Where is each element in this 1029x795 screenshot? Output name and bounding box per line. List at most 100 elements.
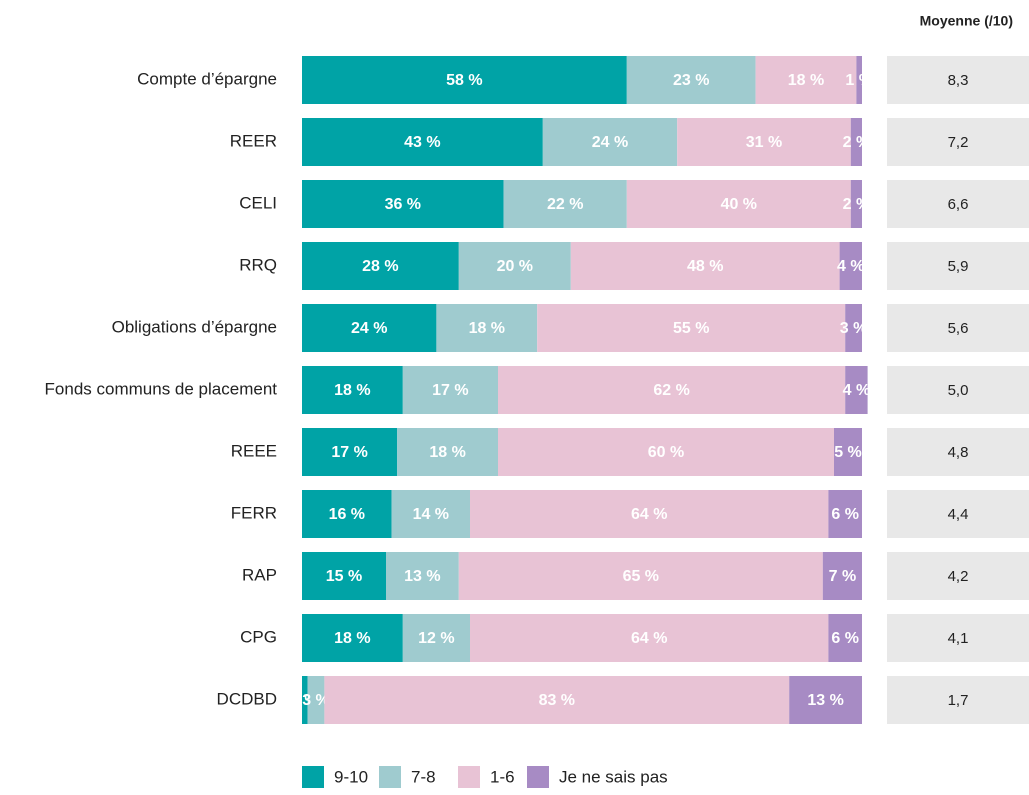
average-cell — [887, 428, 1029, 476]
bar-segment — [458, 552, 823, 600]
value-label: 5 % — [834, 444, 862, 461]
value-label: 40 % — [721, 196, 757, 213]
category-label: RRQ — [239, 255, 277, 274]
bar-segment — [302, 366, 403, 414]
bar-segment — [402, 614, 470, 662]
bar-segment — [436, 304, 538, 352]
bar-segment — [302, 180, 504, 228]
bar-segment — [391, 490, 470, 538]
bar-segment — [302, 304, 437, 352]
average-value: 5,9 — [948, 258, 969, 275]
value-label: 18 % — [334, 630, 370, 647]
bar-segment — [458, 242, 571, 290]
legend-label: 7-8 — [411, 767, 436, 786]
value-label: 17 % — [331, 444, 367, 461]
legend-swatch — [302, 766, 324, 788]
average-cell — [887, 180, 1029, 228]
average-cell — [887, 366, 1029, 414]
value-label: 6 % — [831, 506, 859, 523]
value-label: 15 % — [326, 568, 362, 585]
average-value: 6,6 — [948, 196, 969, 213]
bar-segment — [302, 676, 308, 724]
bar-segment — [834, 428, 862, 476]
value-label: 3 % — [302, 692, 330, 709]
average-value: 5,0 — [948, 382, 969, 399]
bar-segment — [386, 552, 459, 600]
bar-segment — [789, 676, 862, 724]
value-label: 18 % — [788, 72, 824, 89]
legend-label: 1-6 — [490, 767, 515, 786]
value-label: 64 % — [631, 506, 667, 523]
value-label: 36 % — [385, 196, 421, 213]
value-label: 24 % — [351, 320, 387, 337]
bar-segment — [302, 614, 403, 662]
value-label: 18 % — [334, 382, 370, 399]
category-label: DCDBD — [217, 689, 277, 708]
value-label: 13 % — [404, 568, 440, 585]
value-label: 20 % — [497, 258, 533, 275]
bar-segment — [503, 180, 627, 228]
category-label: CELI — [239, 193, 277, 212]
average-value: 4,2 — [948, 568, 969, 585]
value-label: 17 % — [432, 382, 468, 399]
category-label: REEE — [231, 441, 277, 460]
average-cell — [887, 552, 1029, 600]
value-label: 13 % — [807, 692, 843, 709]
value-label: 62 % — [653, 382, 689, 399]
legend-swatch — [379, 766, 401, 788]
bar-segment — [302, 552, 386, 600]
value-label: 65 % — [623, 568, 659, 585]
value-label: 31 % — [746, 134, 782, 151]
value-label: 24 % — [592, 134, 628, 151]
average-cell — [887, 118, 1029, 166]
category-label: RAP — [242, 565, 277, 584]
value-label: 14 % — [413, 506, 449, 523]
value-label: 64 % — [631, 630, 667, 647]
value-label: 16 % — [329, 506, 365, 523]
value-label: 28 % — [362, 258, 398, 275]
bar-segment — [856, 56, 862, 104]
value-label: 1 % — [845, 72, 873, 89]
value-label: 22 % — [547, 196, 583, 213]
value-label: 6 % — [831, 630, 859, 647]
bar-segment — [302, 56, 627, 104]
average-cell — [887, 56, 1029, 104]
bar-segment — [302, 118, 543, 166]
average-header: Moyenne (/10) — [920, 13, 1013, 29]
value-label: 55 % — [673, 320, 709, 337]
bar-segment — [626, 180, 851, 228]
category-label: CPG — [240, 627, 277, 646]
bar-segment — [850, 180, 862, 228]
bar-segment — [850, 118, 862, 166]
value-label: 12 % — [418, 630, 454, 647]
bar-segment — [822, 552, 862, 600]
value-label: 2 % — [843, 134, 871, 151]
category-label: Fonds communs de placement — [45, 379, 278, 398]
value-label: 7 % — [829, 568, 857, 585]
value-label: 60 % — [648, 444, 684, 461]
value-label: 4 % — [843, 382, 871, 399]
average-value: 4,1 — [948, 630, 969, 647]
average-cell — [887, 304, 1029, 352]
value-label: 4 % — [837, 258, 865, 275]
bar-segment — [845, 304, 862, 352]
bar-segment — [537, 304, 846, 352]
value-label: 3 % — [840, 320, 868, 337]
bar-segment — [677, 118, 851, 166]
bar-segment — [542, 118, 678, 166]
average-cell — [887, 676, 1029, 724]
category-label: REER — [230, 131, 277, 150]
average-cell — [887, 614, 1029, 662]
category-label: Compte d’épargne — [137, 69, 277, 88]
bar-segment — [470, 490, 829, 538]
bar-segment — [302, 428, 398, 476]
value-label: 43 % — [404, 134, 440, 151]
bar-segment — [498, 366, 846, 414]
value-label: 83 % — [539, 692, 575, 709]
value-label: 18 % — [469, 320, 505, 337]
bar-segment — [302, 242, 459, 290]
legend-label: 9-10 — [334, 767, 368, 786]
bar-segment — [397, 428, 498, 476]
legend-swatch — [458, 766, 480, 788]
